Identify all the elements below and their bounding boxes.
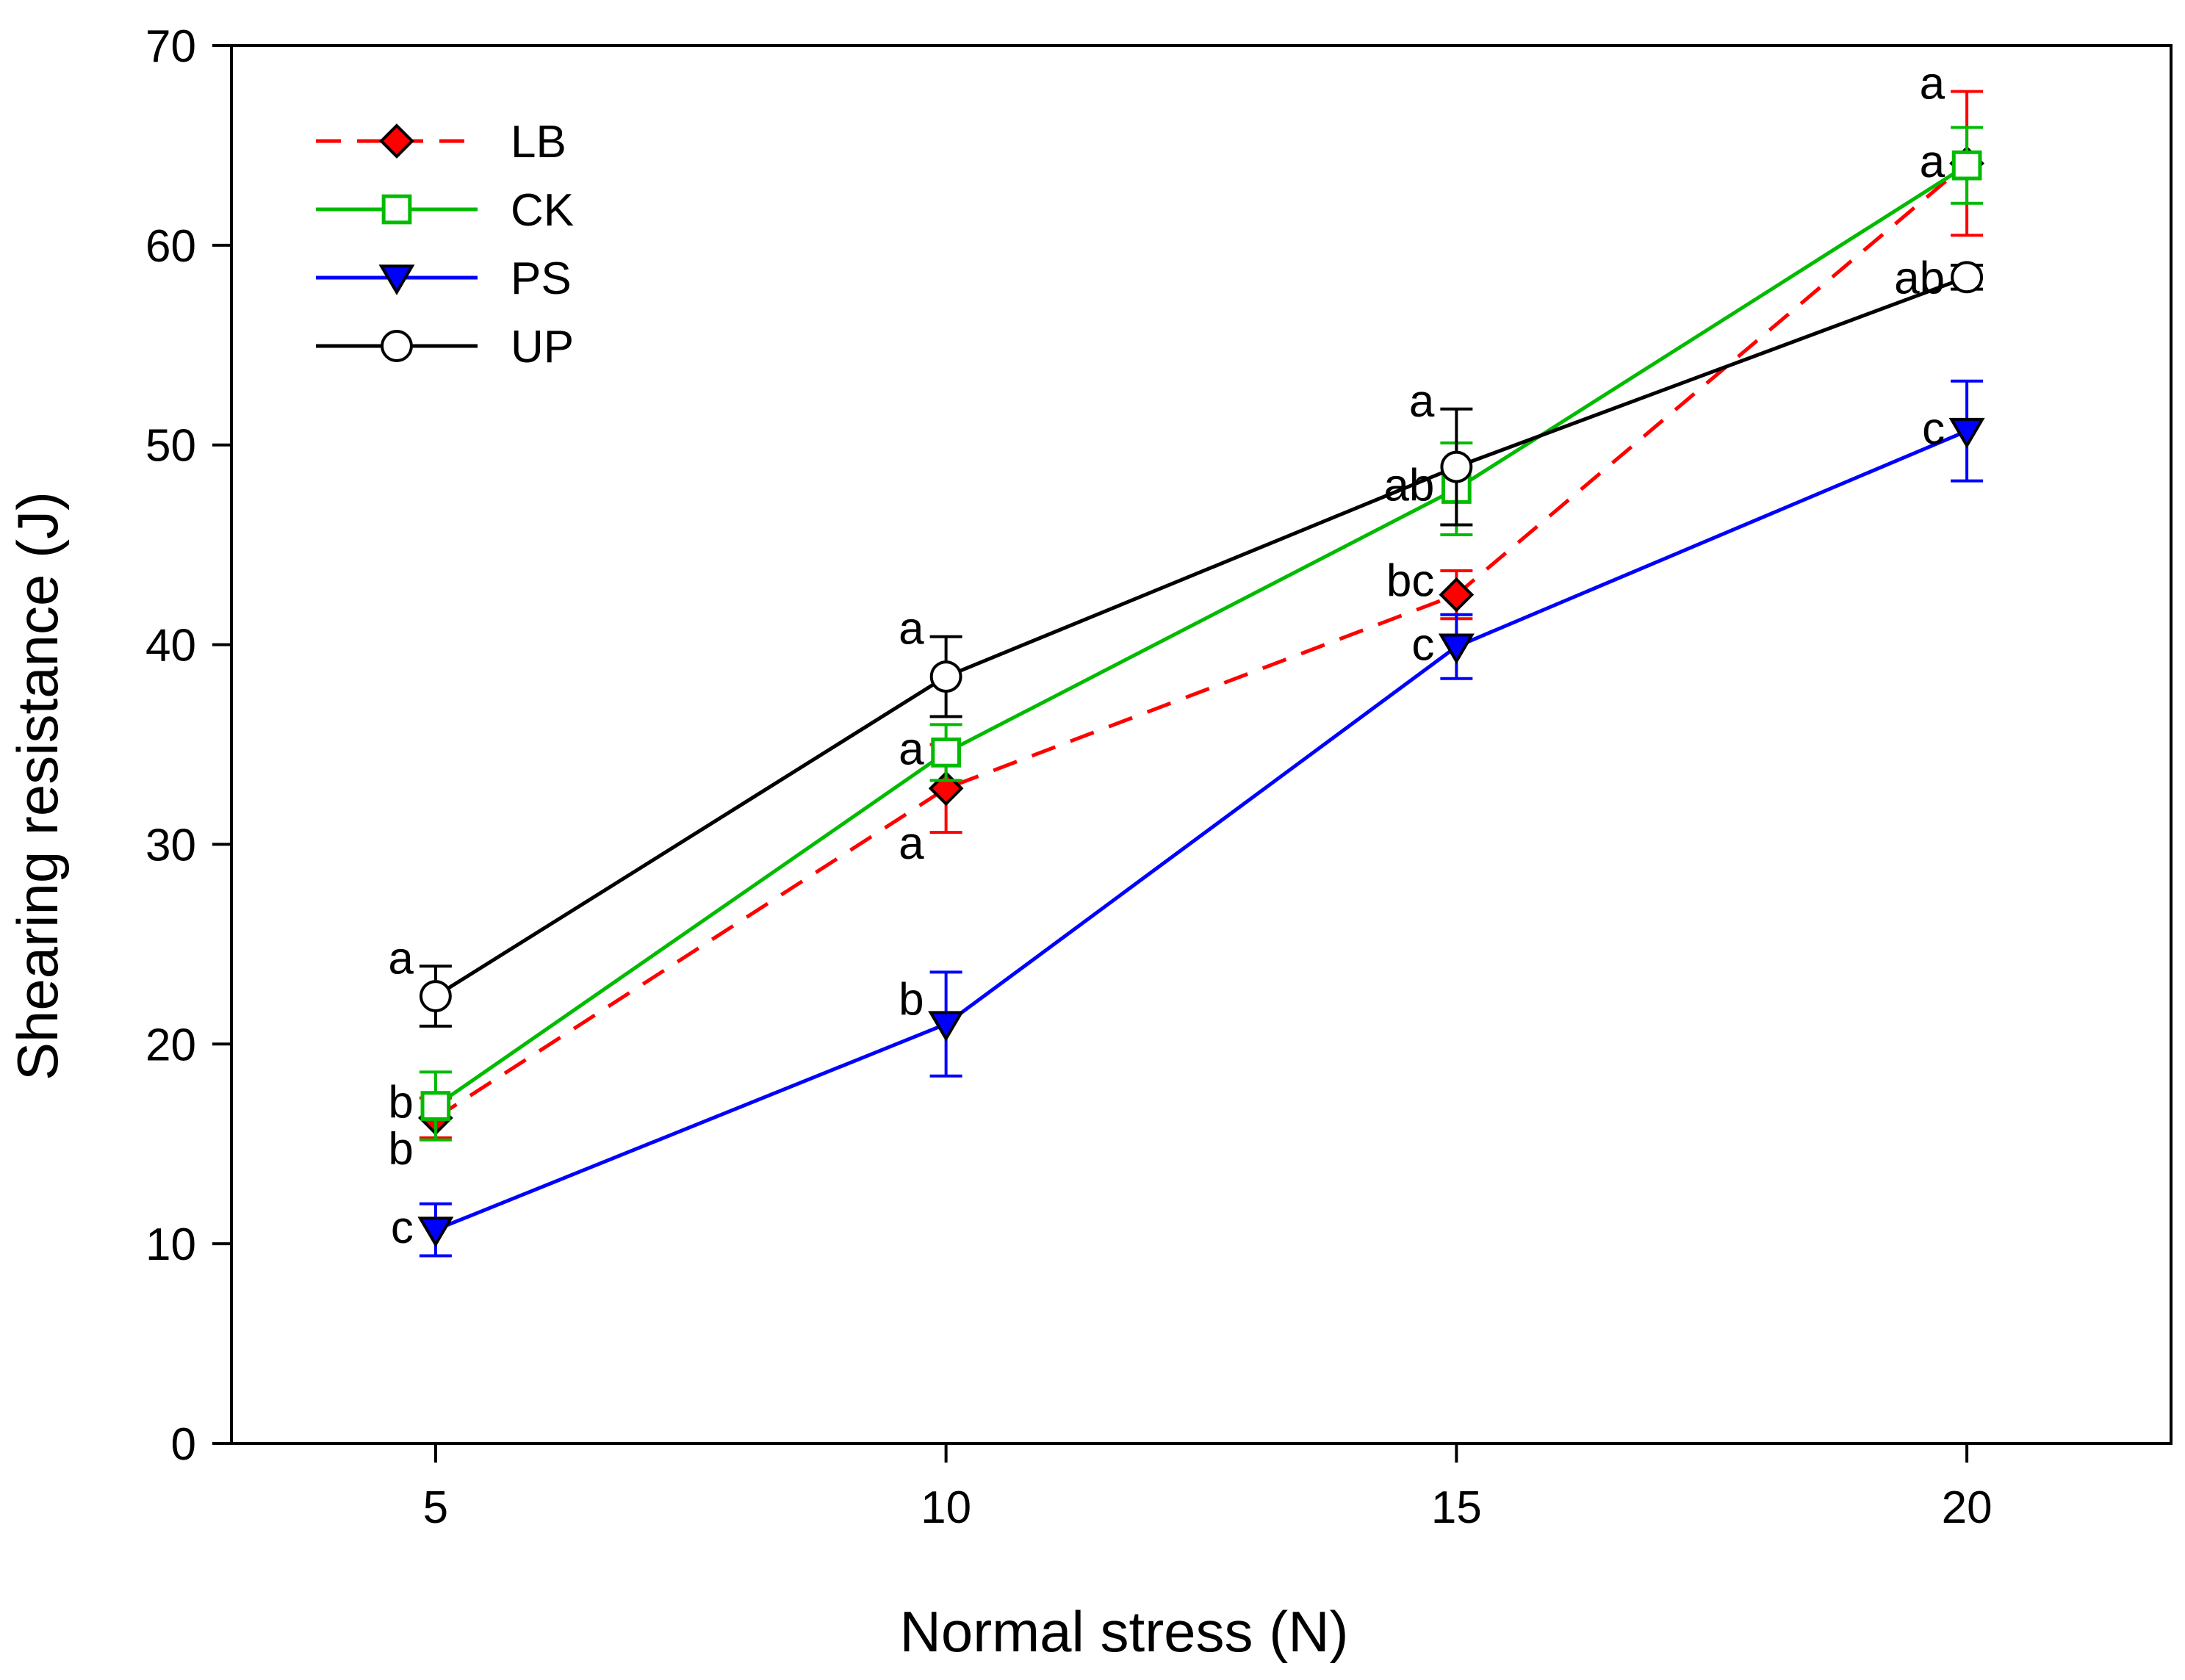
series-lb [418,90,1984,1140]
significance-label-ps: c [1922,404,1945,455]
significance-label-up: a [388,933,414,984]
series-ck [419,126,1984,1142]
x-axis-title: Normal stress (N) [899,1599,1348,1664]
significance-label-ps: b [899,974,924,1025]
significance-label-up: a [1409,376,1435,427]
y-tick-label: 70 [145,21,196,72]
legend-marker-ps [378,264,415,295]
significance-label-up: ab [1894,253,1945,303]
legend-entry-ps: PS [316,253,572,304]
data-point-up [1951,261,1984,294]
y-tick-label: 60 [145,221,196,272]
significance-label-lb: a [1920,59,1945,109]
legend: LB CK PS UP [316,117,574,372]
y-axis-title: Shearing resistance (J) [5,491,70,1081]
series-line-up [434,275,1968,998]
x-tick-label: 5 [423,1482,448,1533]
y-tick-label: 40 [145,621,196,671]
series-line-ps [434,429,1968,1232]
series-ps [417,379,1985,1258]
significance-label-ck: a [1920,137,1945,187]
axes: 0 10 20 30 40 50 60 70 5 10 15 20 [145,21,2173,1533]
data-point-ps [1438,633,1475,665]
data-point-up [929,660,962,693]
data-point-ck [420,1091,451,1121]
legend-label-ck: CK [511,185,574,236]
legend-label-up: UP [511,322,574,372]
significance-label-ck: b [388,1078,413,1128]
y-tick-label: 10 [145,1219,196,1270]
y-tick-label: 0 [171,1419,196,1470]
x-tick-label: 20 [1942,1482,1993,1533]
legend-marker-up [381,330,413,362]
data-point-ps [1948,417,1985,449]
legend-entry-up: UP [316,322,574,372]
legend-marker-ck [381,194,412,225]
significance-label-up: a [899,604,924,655]
data-point-ps [417,1216,454,1248]
y-tick-label: 50 [145,421,196,472]
legend-entry-lb: LB [316,117,566,167]
data-point-ck [1951,150,1982,181]
significance-label-lb: a [899,818,924,869]
legend-entry-ck: CK [316,185,574,236]
series-up [419,261,1984,1028]
significance-label-lb: b [388,1124,413,1175]
plot-frame [230,44,2173,1445]
data-point-ps [928,1011,965,1042]
series-line-lb [434,162,1968,1120]
legend-label-lb: LB [511,117,566,167]
y-tick-label: 30 [145,820,196,870]
legend-marker-lb [379,123,414,159]
data-point-ck [931,738,961,768]
significance-label-ck: a [899,724,924,774]
significance-label-ps: c [391,1203,414,1253]
significance-label-lb: bc [1386,556,1434,607]
significance-label-ck: ab [1383,461,1434,511]
series-line-ck [434,164,1968,1108]
legend-label-ps: PS [511,253,572,304]
data-point-lb [1439,577,1475,613]
data-point-up [1440,450,1473,483]
y-tick-label: 20 [145,1020,196,1070]
x-tick-label: 10 [921,1482,971,1533]
significance-label-ps: c [1411,619,1434,670]
x-tick-label: 15 [1431,1482,1482,1533]
data-point-up [419,980,452,1012]
